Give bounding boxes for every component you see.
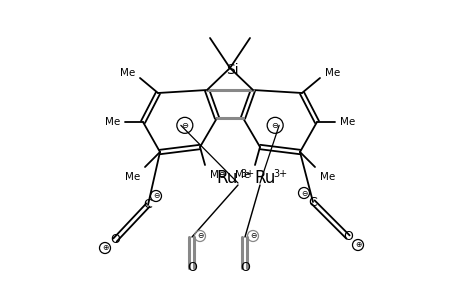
Text: ⊖: ⊖ xyxy=(300,188,307,197)
Text: Ru: Ru xyxy=(216,169,237,187)
Text: ⊖: ⊖ xyxy=(181,121,188,130)
Text: ⊕: ⊕ xyxy=(101,244,108,253)
Text: C: C xyxy=(143,199,152,212)
Text: Me: Me xyxy=(325,68,340,78)
Text: C: C xyxy=(308,196,317,208)
Text: 3+: 3+ xyxy=(272,169,286,179)
Text: ⊖: ⊖ xyxy=(271,121,278,130)
Text: ⊖: ⊖ xyxy=(152,191,159,200)
Text: Me: Me xyxy=(124,172,140,182)
Text: 3+: 3+ xyxy=(240,169,253,179)
Text: O: O xyxy=(110,233,120,247)
Text: ⊖: ⊖ xyxy=(249,232,256,241)
Text: ⊖: ⊖ xyxy=(196,232,203,241)
Text: O: O xyxy=(342,230,352,244)
Text: Ru: Ru xyxy=(253,169,275,187)
Text: Me: Me xyxy=(339,117,354,127)
Text: Me: Me xyxy=(119,68,134,78)
Text: ⊕: ⊕ xyxy=(354,241,360,250)
Text: Me: Me xyxy=(319,172,335,182)
Text: O: O xyxy=(240,262,249,275)
Text: Me: Me xyxy=(105,117,120,127)
Text: Me: Me xyxy=(234,170,249,180)
Text: O: O xyxy=(187,262,196,275)
Text: Me: Me xyxy=(210,170,225,180)
Text: Si: Si xyxy=(225,63,238,77)
